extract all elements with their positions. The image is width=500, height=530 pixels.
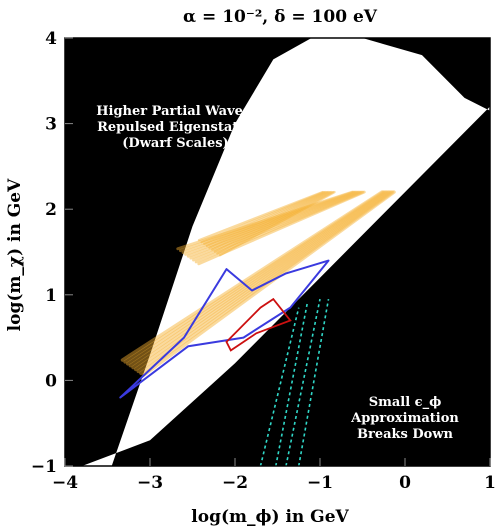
x-tick-label: −4 bbox=[52, 473, 78, 493]
y-tick-label: 0 bbox=[45, 371, 57, 391]
resonance-band-stroke bbox=[194, 190, 365, 264]
resonance-band-stroke bbox=[128, 190, 389, 368]
cyan-dashed-lines bbox=[259, 298, 330, 467]
y-tick-label: −1 bbox=[31, 457, 57, 477]
resonance-band bbox=[176, 190, 366, 266]
y-tick-label: 4 bbox=[45, 29, 57, 49]
resonance-band-stroke bbox=[141, 190, 396, 377]
plot-frame bbox=[64, 37, 491, 467]
resonance-band-stroke bbox=[197, 190, 366, 266]
resonance-band-stroke bbox=[123, 190, 386, 364]
resonance-band-stroke bbox=[131, 190, 390, 370]
resonance-band-stroke bbox=[210, 190, 332, 251]
x-tick-label: −1 bbox=[307, 473, 333, 493]
x-tick-label: −2 bbox=[222, 473, 248, 493]
plot-area bbox=[64, 37, 491, 467]
x-axis-label: log(m_ϕ) in GeV bbox=[191, 507, 349, 527]
x-tick-label: 0 bbox=[399, 473, 411, 493]
cyan-dashed-line bbox=[275, 303, 309, 467]
resonance-band-stroke bbox=[218, 190, 336, 257]
y-axis-label: log(m_χ) in GeV bbox=[5, 178, 25, 331]
blue-contour bbox=[119, 259, 330, 399]
resonance-band-stroke bbox=[120, 190, 384, 362]
red-contour bbox=[225, 297, 292, 352]
y-tick-label: 3 bbox=[45, 115, 57, 135]
x-tick-label: −3 bbox=[137, 473, 163, 493]
resonance-band-stroke bbox=[205, 190, 329, 247]
y-tick-label: 1 bbox=[45, 286, 57, 306]
resonance-band-stroke bbox=[133, 190, 392, 372]
chart-title: α = 10⁻², δ = 100 eV bbox=[183, 7, 378, 27]
chart-annotation: Higher Partial Waves, Repulsed Eigenstate… bbox=[96, 104, 255, 151]
y-axis-ticks: −1 0 1 2 3 4 bbox=[31, 29, 73, 477]
resonance-band-stroke bbox=[189, 190, 362, 260]
resonance-band-stroke bbox=[181, 190, 357, 254]
resonance-band-stroke bbox=[176, 190, 354, 251]
x-axis-ticks: −4 −3 −2 −1 0 1 bbox=[52, 458, 496, 493]
x-tick-label: 1 bbox=[484, 473, 496, 493]
resonance-band-stroke bbox=[192, 190, 363, 262]
resonance-band-stroke bbox=[203, 190, 327, 246]
resonance-band-stroke bbox=[197, 190, 324, 242]
resonance-band-stroke bbox=[200, 190, 326, 244]
chart-annotation: Small ϵ_ϕ Approximation Breaks Down bbox=[350, 395, 459, 442]
cyan-dashed-line bbox=[285, 298, 321, 467]
resonance-band bbox=[197, 190, 336, 257]
resonance-band-stroke bbox=[213, 190, 333, 253]
resonance-band-stroke bbox=[126, 190, 387, 366]
resonance-band-stroke bbox=[184, 190, 359, 256]
cyan-dashed-line bbox=[297, 298, 330, 467]
resonance-band-stroke bbox=[208, 190, 330, 249]
y-tick-label: 2 bbox=[45, 200, 57, 220]
resonance-band-stroke bbox=[216, 190, 335, 255]
resonance-band-stroke bbox=[178, 190, 356, 253]
resonance-band-stroke bbox=[186, 190, 360, 258]
annotations: Higher Partial Waves, Repulsed Eigenstate… bbox=[96, 104, 459, 442]
allowed-region bbox=[82, 38, 490, 466]
